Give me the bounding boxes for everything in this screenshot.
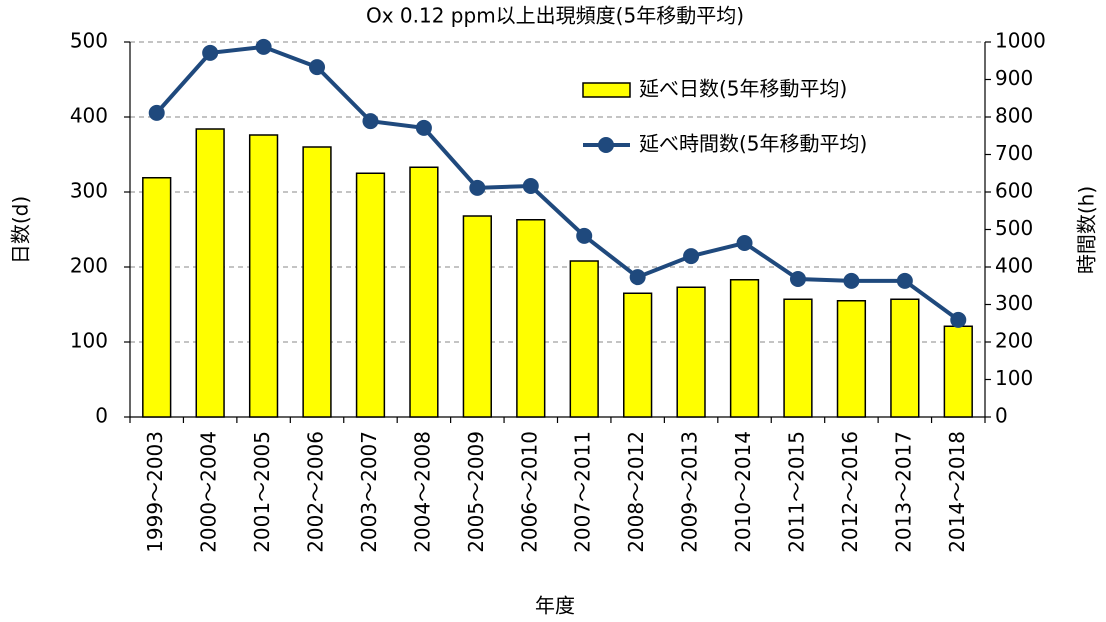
x-tick-label: 2010～2014 (731, 431, 755, 553)
y-tick-label: 200 (70, 254, 108, 278)
x-tick-label: 2012～2016 (838, 431, 862, 553)
x-axis-label: 年度 (535, 594, 575, 618)
bar (462, 215, 492, 418)
x-tick-label: 2004～2008 (410, 431, 434, 553)
bar (195, 128, 225, 418)
bar (569, 260, 599, 418)
bar (676, 286, 706, 418)
y2-tick-label: 300 (995, 291, 1033, 315)
y2-tick-label: 900 (995, 66, 1033, 90)
x-tick-label: 2001～2005 (250, 431, 274, 553)
bar (623, 292, 653, 418)
y-axis-label: 日数(d) (9, 196, 33, 264)
y2-tick-label: 500 (995, 216, 1033, 240)
x-tick-label: 2005～2009 (464, 431, 488, 553)
y-tick-label: 300 (70, 179, 108, 203)
line-marker (896, 272, 913, 289)
line-marker (202, 44, 219, 61)
line-marker (683, 248, 700, 265)
y2-tick-label: 600 (995, 179, 1033, 203)
legend-label: 延べ時間数(5年移動平均) (639, 132, 867, 156)
x-tick-label: 2014～2018 (945, 431, 969, 553)
line-marker (950, 311, 967, 328)
line-marker (148, 104, 165, 121)
x-tick-label: 2002～2006 (304, 431, 328, 553)
y-tick-label: 100 (70, 329, 108, 353)
chart-title: Ox 0.12 ppm以上出現頻度(5年移動平均) (366, 4, 744, 28)
y2-tick-label: 0 (995, 404, 1008, 428)
bar (302, 146, 332, 418)
line (155, 44, 960, 322)
bar (783, 298, 813, 418)
x-tick-label: 2009～2013 (678, 431, 702, 553)
x-tick-label: 2006～2010 (517, 431, 541, 553)
bar (142, 177, 172, 418)
y2-tick-label: 200 (995, 329, 1033, 353)
bar (355, 172, 386, 418)
bar (516, 219, 546, 418)
y-tick-label: 0 (95, 404, 108, 428)
line-marker (362, 113, 379, 130)
line-marker (309, 59, 326, 76)
y2-tick-label: 800 (995, 104, 1033, 128)
line-marker (415, 119, 432, 136)
bar (248, 134, 279, 418)
line-marker (843, 272, 860, 289)
bar (890, 298, 920, 418)
bar (729, 279, 760, 418)
y2-axis-label: 時間数(h) (1075, 186, 1099, 274)
y2-tick-label: 100 (995, 366, 1033, 390)
line-marker (789, 271, 806, 287)
line-marker (255, 38, 272, 55)
y2-tick-label: 700 (995, 141, 1033, 165)
legend-label: 延べ日数(5年移動平均) (639, 77, 847, 101)
bar (943, 325, 973, 418)
x-tick-label: 2008～2012 (624, 431, 648, 553)
x-tick-label: 2000～2004 (197, 431, 221, 553)
legend-swatch (582, 82, 631, 98)
y2-tick-label: 1000 (995, 29, 1046, 53)
line-marker (469, 179, 486, 196)
x-tick-label: 2003～2007 (357, 431, 381, 553)
line-marker (736, 235, 753, 251)
bar (409, 166, 439, 418)
line-marker (629, 269, 646, 286)
y2-tick-label: 400 (995, 254, 1033, 278)
x-tick-label: 2013～2017 (891, 431, 915, 553)
y-tick-label: 500 (70, 29, 108, 53)
x-tick-label: 2007～2011 (571, 431, 595, 553)
legend-marker (598, 137, 614, 153)
bar (836, 300, 867, 418)
x-tick-label: 1999～2003 (143, 431, 167, 553)
line-marker (522, 178, 539, 194)
x-tick-label: 2011～2015 (784, 431, 808, 553)
line-marker (576, 227, 593, 244)
y-tick-label: 400 (70, 104, 108, 128)
